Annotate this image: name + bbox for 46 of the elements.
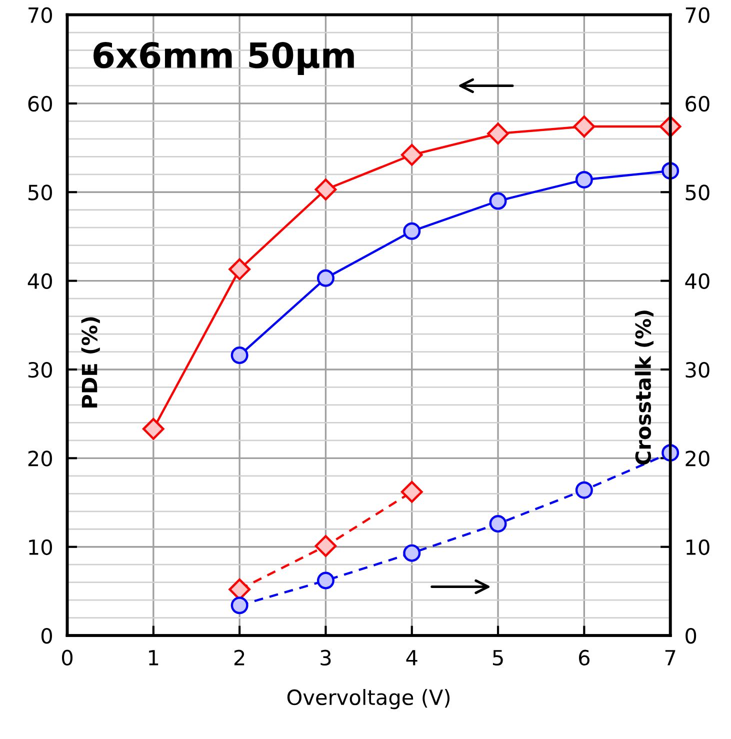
point <box>400 480 423 503</box>
point <box>489 192 507 210</box>
y2-axis-title: Crosstalk (%) <box>634 310 654 465</box>
point <box>314 535 337 557</box>
point <box>230 346 248 364</box>
y-tick-label: 60 <box>28 96 52 112</box>
y2-tick-label: 0 <box>686 628 696 644</box>
y-tick-label: 30 <box>28 362 52 378</box>
y-tick-label: 20 <box>28 450 52 466</box>
point <box>489 515 507 533</box>
y2-tick-label: 60 <box>686 96 710 112</box>
y2-tick-label: 70 <box>686 7 710 23</box>
point <box>487 122 509 145</box>
y-axis-title: PDE (%) <box>81 317 100 408</box>
y-tick-label: 0 <box>41 628 52 644</box>
y-tick-label: 40 <box>28 273 52 290</box>
y2-tick-label: 50 <box>686 184 710 200</box>
y2-tick-label: 10 <box>686 539 710 556</box>
point <box>575 170 593 188</box>
x-tick-label: 1 <box>149 650 158 666</box>
y2-tick-label: 40 <box>685 273 710 290</box>
x-tick-label: 4 <box>406 650 418 666</box>
point <box>316 572 334 590</box>
y2-tick-label: 20 <box>686 450 710 466</box>
point <box>403 222 421 240</box>
x-tick-label: 5 <box>493 650 503 666</box>
x-axis-title: Overvoltage (V) <box>287 689 450 710</box>
point <box>314 178 337 200</box>
x-tick-label: 0 <box>62 650 72 666</box>
point <box>228 258 250 280</box>
y-tick-label: 70 <box>28 7 52 23</box>
point <box>230 596 248 614</box>
x-tick-label: 2 <box>234 650 244 666</box>
x-tick-label: 6 <box>579 650 590 666</box>
point <box>316 269 334 287</box>
y-tick-label: 50 <box>28 184 52 200</box>
point <box>573 116 596 138</box>
point <box>403 544 421 562</box>
point <box>575 481 593 499</box>
text: 6x6mm 50µm <box>94 42 354 76</box>
x-tick-label: 7 <box>665 650 676 666</box>
y2-tick-label: 30 <box>686 362 710 378</box>
y-tick-label: 10 <box>29 539 52 556</box>
point <box>142 418 164 440</box>
point <box>400 144 423 166</box>
x-tick-label: 3 <box>320 650 331 666</box>
